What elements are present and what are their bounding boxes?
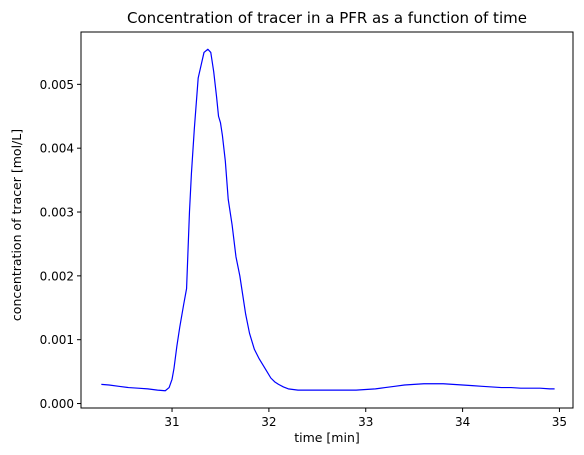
- y-axis-label: concentration of tracer [mol/L]: [9, 129, 24, 321]
- plot-frame: [80, 31, 574, 409]
- x-tick-label: 34: [455, 415, 470, 429]
- y-tick-label: 0.000: [40, 397, 74, 411]
- x-tick-label: 32: [261, 415, 276, 429]
- y-tick-label: 0.004: [40, 142, 74, 156]
- plot-area: [101, 48, 555, 392]
- y-tick-label: 0.005: [40, 78, 74, 92]
- x-tick-label: 33: [358, 415, 373, 429]
- series-line: [101, 48, 555, 392]
- x-tick-label: 35: [552, 415, 567, 429]
- y-tick-label: 0.002: [40, 269, 74, 283]
- chart-title: Concentration of tracer in a PFR as a fu…: [127, 9, 527, 27]
- x-tick-label: 31: [164, 415, 179, 429]
- x-axis: 31 32 33 34 35: [164, 408, 567, 429]
- y-axis: 0.000 0.001 0.002 0.003 0.004 0.005: [40, 78, 81, 411]
- x-axis-label: time [min]: [294, 430, 360, 445]
- y-tick-label: 0.003: [40, 206, 74, 220]
- y-tick-label: 0.001: [40, 333, 74, 347]
